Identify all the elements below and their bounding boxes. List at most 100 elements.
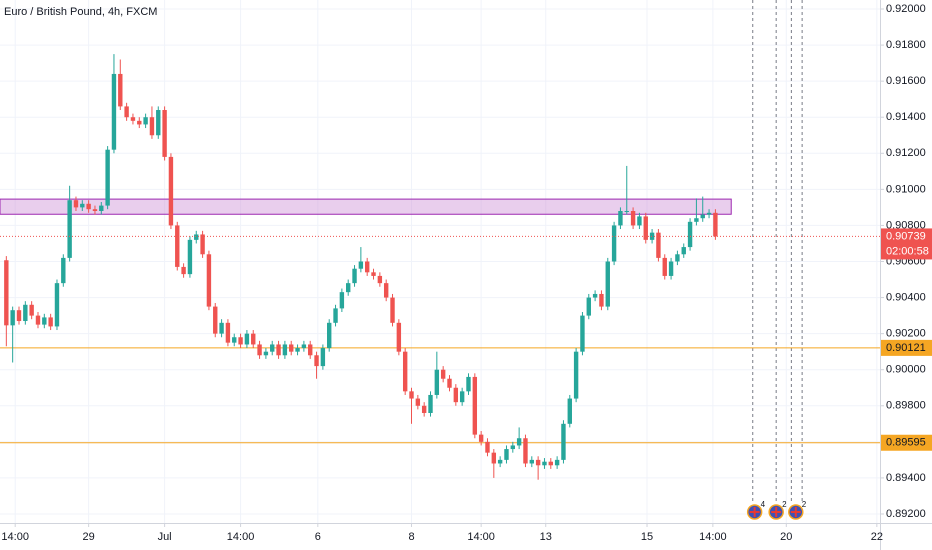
y-tick-label: 0.91000 (886, 183, 926, 195)
last-price-label: 0.90739 (886, 230, 926, 242)
candle-body (656, 232, 661, 258)
candle-body (510, 445, 516, 450)
candle-body (105, 149, 110, 206)
candle-body (516, 438, 522, 446)
y-tick-label: 0.89400 (886, 472, 926, 484)
candle-body (238, 337, 243, 345)
event-count: 2 (802, 500, 807, 509)
candle-body (687, 221, 693, 248)
candle-body (459, 391, 465, 403)
y-tick-label: 0.90400 (886, 291, 926, 303)
x-tick-label: 22 (871, 531, 883, 543)
candle-body (700, 214, 705, 219)
candle-body (346, 283, 351, 293)
candle-body (383, 283, 389, 298)
candle-body (447, 378, 452, 388)
candle-body (23, 304, 28, 322)
candle-body (143, 117, 148, 125)
x-tick-label: Jul (158, 531, 172, 543)
candle-body (187, 239, 193, 275)
candle-body (168, 156, 174, 226)
candle-body (713, 212, 718, 237)
candle-body (276, 344, 281, 356)
candle-body (428, 394, 433, 413)
candle-body (4, 260, 9, 326)
candle-body (668, 261, 674, 276)
level-label-box (881, 434, 932, 451)
chart-title: Euro / British Pound, 4h, FXCM (4, 6, 157, 18)
candle-body (358, 261, 364, 269)
candle-body (592, 293, 598, 298)
candle-body (409, 391, 414, 399)
candle-body (434, 369, 440, 395)
x-tick-label: 14:00 (699, 531, 727, 543)
countdown: 02:00:58 (886, 245, 929, 257)
candle-body (611, 225, 617, 262)
candle-body (580, 315, 585, 352)
candle-body (453, 387, 459, 403)
candle-body (478, 434, 484, 442)
candle-body (421, 405, 427, 413)
x-tick-label: 14:00 (227, 531, 255, 543)
candle-body (175, 225, 180, 267)
x-tick-label: 8 (408, 531, 414, 543)
candle-body (130, 117, 136, 121)
x-tick-label: 15 (641, 531, 653, 543)
candle-body (42, 317, 47, 325)
event-count: 2 (782, 500, 787, 509)
candle-body (649, 232, 655, 240)
candle-body (29, 304, 34, 316)
x-tick-label: 13 (540, 531, 552, 543)
candle-body (251, 333, 256, 345)
y-tick-label: 0.89200 (886, 508, 926, 520)
y-tick-label: 0.90000 (886, 364, 926, 376)
candle-body (67, 200, 72, 258)
candle-body (149, 117, 155, 136)
candle-body (371, 272, 376, 276)
candle-body (289, 344, 294, 352)
candle-body (16, 310, 22, 322)
y-tick-label: 0.91800 (886, 39, 926, 51)
candle-body (662, 257, 667, 276)
candle-body (466, 376, 471, 392)
event-count: 4 (761, 500, 766, 509)
candle-body (99, 205, 104, 212)
candle-body (561, 423, 566, 460)
candle-body (377, 275, 383, 284)
candle-body (643, 216, 648, 240)
candle-body (327, 322, 332, 349)
candle-body (402, 351, 408, 392)
candle-body (415, 398, 421, 406)
event-icon-flag (749, 507, 760, 517)
candle-body (320, 348, 326, 367)
candle-body (61, 257, 66, 284)
y-tick-label: 0.89800 (886, 400, 926, 412)
candle-body (497, 459, 503, 464)
candle-body (396, 322, 402, 352)
candle-body (295, 348, 300, 352)
candle-body (567, 398, 572, 424)
candle-body (263, 351, 269, 356)
candle-body (282, 344, 288, 356)
candle-body (194, 234, 199, 240)
candle-body (181, 266, 186, 275)
candle-body (162, 110, 167, 157)
last-price-box (881, 228, 932, 260)
y-tick-label: 0.91200 (886, 147, 926, 159)
candle-body (54, 283, 60, 327)
candle-body (554, 459, 560, 466)
candle-body (681, 247, 686, 255)
candle-body (339, 292, 345, 309)
candle-body (637, 216, 642, 226)
candle-body (586, 297, 591, 316)
candle-body (390, 297, 395, 323)
candle-body (573, 351, 579, 399)
event-icon-flag (790, 507, 801, 517)
y-tick-label: 0.92000 (886, 3, 926, 15)
candle-body (599, 293, 604, 307)
candle-body (92, 209, 98, 212)
x-tick-label: 20 (780, 531, 792, 543)
candle-body (333, 308, 338, 323)
candle-body (225, 322, 231, 343)
